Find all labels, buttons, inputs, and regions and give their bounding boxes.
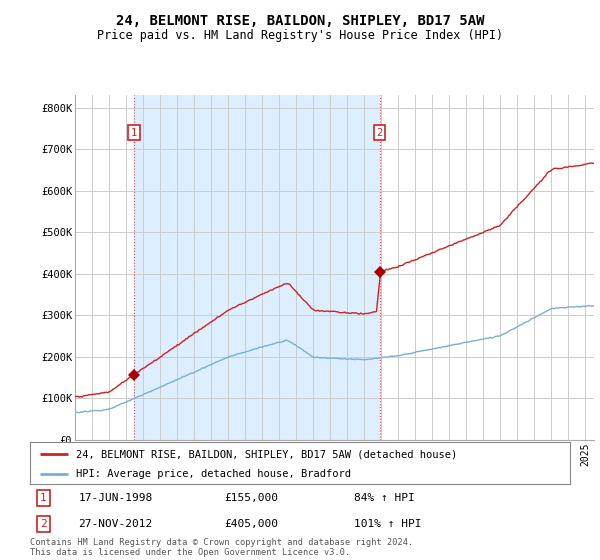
Text: £155,000: £155,000 [224, 493, 278, 503]
Text: £405,000: £405,000 [224, 519, 278, 529]
Text: 101% ↑ HPI: 101% ↑ HPI [354, 519, 421, 529]
Text: 24, BELMONT RISE, BAILDON, SHIPLEY, BD17 5AW (detached house): 24, BELMONT RISE, BAILDON, SHIPLEY, BD17… [76, 449, 457, 459]
Text: 24, BELMONT RISE, BAILDON, SHIPLEY, BD17 5AW: 24, BELMONT RISE, BAILDON, SHIPLEY, BD17… [116, 14, 484, 28]
Text: 1: 1 [40, 493, 47, 503]
Text: 84% ↑ HPI: 84% ↑ HPI [354, 493, 415, 503]
Bar [134, 95, 380, 440]
Text: 2: 2 [40, 519, 47, 529]
Text: 2: 2 [376, 128, 383, 138]
Text: 17-JUN-1998: 17-JUN-1998 [79, 493, 153, 503]
Text: 1: 1 [131, 128, 137, 138]
Text: Price paid vs. HM Land Registry's House Price Index (HPI): Price paid vs. HM Land Registry's House … [97, 29, 503, 42]
Text: Contains HM Land Registry data © Crown copyright and database right 2024.
This d: Contains HM Land Registry data © Crown c… [30, 538, 413, 557]
Text: 27-NOV-2012: 27-NOV-2012 [79, 519, 153, 529]
Text: HPI: Average price, detached house, Bradford: HPI: Average price, detached house, Brad… [76, 469, 351, 479]
